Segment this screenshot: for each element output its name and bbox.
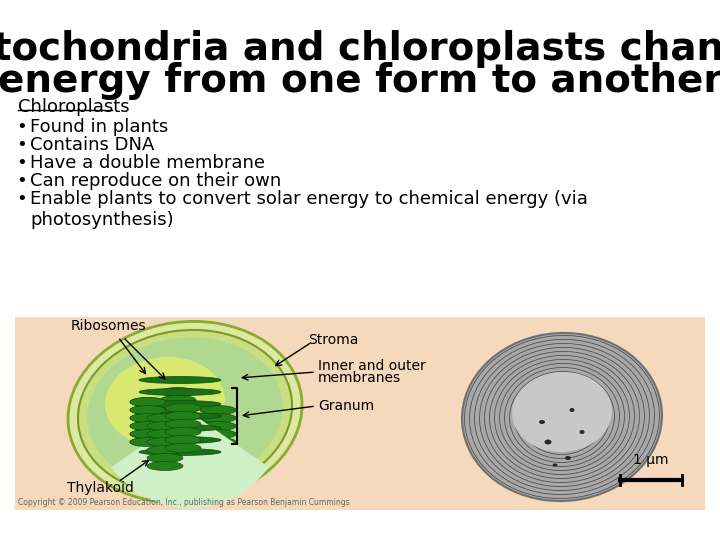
Text: membranes: membranes: [318, 371, 401, 385]
Ellipse shape: [165, 411, 201, 421]
Text: •: •: [16, 172, 27, 190]
Text: energy from one form to another: energy from one form to another: [0, 62, 720, 100]
Ellipse shape: [182, 456, 218, 464]
Text: 1 μm: 1 μm: [634, 453, 669, 467]
Ellipse shape: [139, 376, 221, 383]
Text: Ribosomes: Ribosomes: [70, 319, 146, 333]
Ellipse shape: [130, 422, 166, 430]
Ellipse shape: [147, 446, 183, 455]
Ellipse shape: [130, 429, 166, 438]
Ellipse shape: [147, 454, 183, 462]
Ellipse shape: [130, 397, 166, 407]
Ellipse shape: [539, 420, 545, 424]
Ellipse shape: [160, 403, 196, 413]
Text: Stroma: Stroma: [308, 333, 359, 347]
Ellipse shape: [68, 321, 302, 503]
Ellipse shape: [147, 422, 183, 430]
Ellipse shape: [147, 437, 183, 447]
Ellipse shape: [130, 437, 166, 447]
Ellipse shape: [544, 440, 552, 444]
Ellipse shape: [182, 415, 218, 424]
Bar: [15, 317, 705, 510]
Text: Copyright © 2009 Pearson Education, Inc., publishing as Pearson Benjamin Cumming: Copyright © 2009 Pearson Education, Inc.…: [18, 498, 350, 507]
Text: Contains DNA: Contains DNA: [30, 136, 154, 154]
Ellipse shape: [130, 397, 166, 407]
Wedge shape: [112, 412, 269, 508]
Ellipse shape: [165, 403, 201, 413]
Ellipse shape: [130, 414, 166, 422]
Ellipse shape: [147, 462, 183, 470]
Ellipse shape: [130, 437, 166, 447]
Ellipse shape: [165, 428, 201, 436]
Ellipse shape: [200, 414, 236, 422]
Text: •: •: [16, 118, 27, 136]
Ellipse shape: [165, 428, 201, 436]
Ellipse shape: [165, 443, 201, 453]
Ellipse shape: [182, 463, 218, 472]
Ellipse shape: [139, 388, 221, 395]
Ellipse shape: [147, 429, 183, 438]
Ellipse shape: [552, 463, 557, 467]
Ellipse shape: [200, 437, 236, 447]
Ellipse shape: [139, 413, 221, 420]
Ellipse shape: [200, 429, 236, 438]
Ellipse shape: [147, 429, 183, 438]
Text: •: •: [16, 190, 27, 208]
Text: Have a double membrane: Have a double membrane: [30, 154, 265, 172]
Text: Enable plants to convert solar energy to chemical energy (via
photosynthesis): Enable plants to convert solar energy to…: [30, 190, 588, 229]
Ellipse shape: [165, 443, 201, 453]
Ellipse shape: [160, 388, 196, 396]
Ellipse shape: [147, 414, 183, 422]
Ellipse shape: [165, 411, 201, 421]
Ellipse shape: [87, 338, 282, 487]
Ellipse shape: [139, 449, 221, 456]
Text: Can reproduce on their own: Can reproduce on their own: [30, 172, 282, 190]
Text: Thylakoid: Thylakoid: [66, 481, 133, 495]
Ellipse shape: [165, 420, 201, 429]
Text: Inner and outer: Inner and outer: [318, 359, 426, 373]
Ellipse shape: [139, 424, 221, 431]
Ellipse shape: [130, 429, 166, 438]
Ellipse shape: [565, 456, 571, 460]
Text: •: •: [16, 136, 27, 154]
Text: Chloroplasts: Chloroplasts: [18, 98, 130, 116]
Ellipse shape: [182, 423, 218, 433]
Ellipse shape: [182, 448, 218, 456]
Ellipse shape: [147, 414, 183, 422]
Ellipse shape: [512, 372, 612, 452]
Text: •: •: [16, 154, 27, 172]
Ellipse shape: [130, 414, 166, 422]
Ellipse shape: [165, 435, 201, 444]
Ellipse shape: [139, 436, 221, 443]
Ellipse shape: [160, 411, 196, 421]
Ellipse shape: [130, 406, 166, 415]
Ellipse shape: [200, 422, 236, 430]
Ellipse shape: [200, 406, 236, 415]
Ellipse shape: [160, 420, 196, 429]
Ellipse shape: [105, 357, 225, 447]
Ellipse shape: [200, 446, 236, 455]
Ellipse shape: [165, 435, 201, 444]
Ellipse shape: [462, 333, 662, 501]
Ellipse shape: [182, 440, 218, 449]
Text: Mitochondria and chloroplasts change: Mitochondria and chloroplasts change: [0, 30, 720, 68]
Ellipse shape: [147, 454, 183, 462]
Ellipse shape: [147, 462, 183, 470]
Ellipse shape: [147, 446, 183, 455]
Ellipse shape: [139, 401, 221, 408]
Ellipse shape: [570, 408, 575, 412]
Ellipse shape: [160, 395, 196, 404]
Text: Granum: Granum: [318, 399, 374, 413]
Text: Found in plants: Found in plants: [30, 118, 168, 136]
Ellipse shape: [165, 403, 201, 413]
Ellipse shape: [580, 430, 585, 434]
Ellipse shape: [147, 437, 183, 447]
Ellipse shape: [147, 422, 183, 430]
Ellipse shape: [130, 422, 166, 430]
Ellipse shape: [78, 330, 292, 494]
Ellipse shape: [130, 406, 166, 415]
Ellipse shape: [165, 420, 201, 429]
Ellipse shape: [182, 431, 218, 441]
